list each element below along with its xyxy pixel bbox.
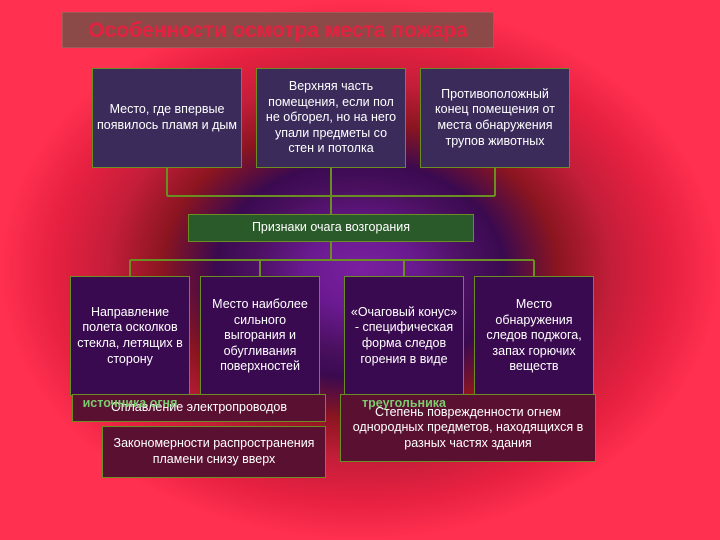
box-row-1-text: Направление полета осколков стекла, летя… (75, 305, 185, 368)
box-top-1: Место, где впервые появилось пламя и дым (92, 68, 242, 168)
box-low-2-text: Степень поврежденности огнем однородных … (345, 405, 591, 452)
slide-title: Особенности осмотра места пожара (62, 12, 494, 48)
box-low-3: Закономерности распространения пламени с… (102, 426, 326, 478)
box-row-2: Место наиболее сильного выгорания и обуг… (200, 276, 320, 396)
box-top-1-text: Место, где впервые появилось пламя и дым (97, 102, 237, 133)
box-top-2-text: Верхняя часть помещения, если пол не обг… (261, 79, 401, 157)
row3-overflow-text: треугольника (362, 396, 446, 410)
row1-overflow-text: источника огня (83, 396, 178, 410)
box-top-2: Верхняя часть помещения, если пол не обг… (256, 68, 406, 168)
row1-overflow: источника огня (70, 396, 190, 410)
box-row-3: «Очаговый конус» - специфическая форма с… (344, 276, 464, 396)
box-row-4: Место обнаружения следов поджога, запах … (474, 276, 594, 396)
box-row-1: Направление полета осколков стекла, летя… (70, 276, 190, 396)
box-row-2-text: Место наиболее сильного выгорания и обуг… (205, 297, 315, 375)
box-top-3: Противоположный конец помещения от места… (420, 68, 570, 168)
box-low-3-text: Закономерности распространения пламени с… (107, 436, 321, 467)
box-row-4-text: Место обнаружения следов поджога, запах … (479, 297, 589, 375)
title-text: Особенности осмотра места пожара (88, 19, 468, 42)
row3-overflow: треугольника (344, 396, 464, 410)
box-top-3-text: Противоположный конец помещения от места… (425, 87, 565, 150)
box-row-3-text: «Очаговый конус» - специфическая форма с… (349, 305, 459, 368)
box-center-text: Признаки очага возгорания (252, 220, 410, 236)
box-center: Признаки очага возгорания (188, 214, 474, 242)
